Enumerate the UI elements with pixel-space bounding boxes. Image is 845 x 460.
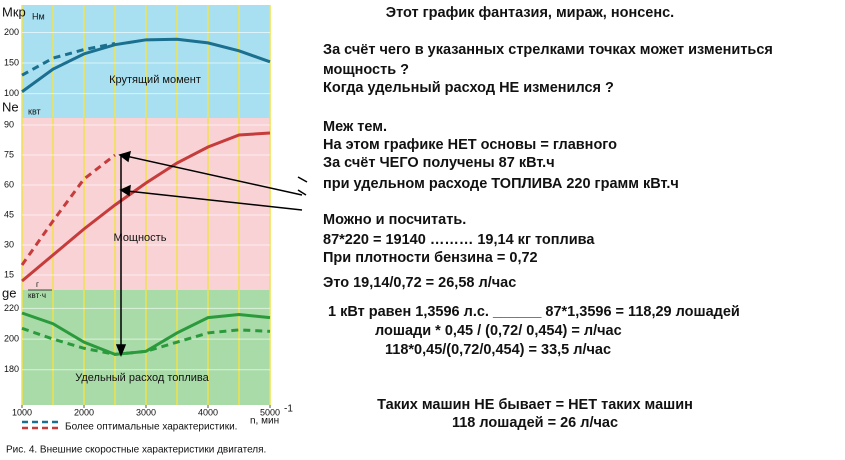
x-tick-label: 2000	[74, 407, 94, 417]
note-line: мощность ?	[323, 62, 409, 78]
note-line: Это 19,14/0,72 = 26,58 л/час	[323, 275, 516, 291]
y-axis-unit: квт	[28, 106, 41, 116]
y-axis-label: Мкр	[2, 4, 26, 19]
legend-text: Более оптимальные характеристики.	[65, 422, 237, 433]
note-line: 118*0,45/(0,72/0,454) = 33,5 л/час	[385, 342, 611, 358]
arrowhead	[119, 184, 131, 197]
panel-label: Крутящий момент	[109, 74, 201, 86]
y-axis-unit: г	[36, 280, 39, 289]
y-tick-label: 200	[4, 27, 19, 37]
mark	[297, 189, 307, 196]
x-tick-label: 5000	[260, 407, 280, 417]
y-axis-label: Ne	[2, 99, 19, 114]
y-tick-label: 90	[4, 119, 14, 129]
x-axis-label-sup: -1	[284, 404, 293, 415]
y-tick-label: 200	[4, 333, 19, 343]
x-tick-label: 1000	[12, 407, 32, 417]
plot: 100 150 200 Мкр Нм Крутящий момент 15 30 45 60 75 9…	[2, 4, 293, 430]
caption: Рис. 4. Внешние скоростные характеристик…	[6, 445, 266, 456]
y-axis-label: ge	[2, 285, 16, 300]
y-tick-label: 180	[4, 364, 19, 374]
arrowhead	[115, 344, 127, 358]
mark	[297, 176, 308, 183]
note-footer: Таких машин НЕ бывает = НЕТ таких машин	[377, 397, 693, 413]
note-line: при удельном расходе ТОПЛИВА 220 грамм к…	[323, 176, 679, 192]
series-line	[20, 153, 116, 266]
note-line: 87*220 = 19140 ……… 19,14 кг топлива	[323, 232, 595, 248]
panel-label: Удельный расход топлива	[75, 372, 209, 384]
note-line: Меж тем.	[323, 119, 387, 135]
y-tick-label: 220	[4, 303, 19, 313]
note-footer: 118 лошадей = 26 л/час	[452, 415, 618, 431]
y-tick-label: 45	[4, 209, 14, 219]
panel-label: Мощность	[114, 232, 167, 244]
note-line: За счёт чего в указанных стрелками точка…	[323, 42, 773, 58]
arrow	[126, 190, 303, 211]
series-line	[21, 37, 271, 93]
note-line: лошади * 0,45 / (0,72/ 0,454) = л/час	[375, 323, 622, 339]
arrow	[125, 155, 303, 196]
annotation-arrows	[115, 150, 308, 358]
y-tick-label: 60	[4, 179, 14, 189]
arrowhead	[118, 150, 132, 163]
y-axis-unit: квт·ч	[28, 291, 46, 300]
y-tick-label: 30	[4, 239, 14, 249]
note-line: При плотности бензина = 0,72	[323, 250, 538, 266]
y-tick-label: 75	[4, 149, 14, 159]
x-tick-label: 4000	[198, 407, 218, 417]
x-tick-label: 3000	[136, 407, 156, 417]
y-tick-label: 150	[4, 57, 19, 67]
notes: За счёт чего в указанных стрелками точка…	[323, 42, 773, 431]
x-axis-label: n, мин	[250, 416, 279, 427]
plot-background	[21, 5, 271, 405]
note-line: Можно и посчитать.	[323, 212, 466, 228]
notes-title: Этот график фантазия, мираж, нонсенс.	[386, 5, 674, 21]
y-tick-label: 100	[4, 88, 19, 98]
series-line	[21, 131, 271, 283]
series-line	[21, 311, 271, 356]
note-line: Когда удельный расход НЕ изменился ?	[323, 80, 614, 96]
note-line: 1 кВт равен 1,3596 л.с. ______ 87*1,3596…	[328, 304, 740, 320]
series-line	[21, 42, 116, 77]
note-line: За счёт ЧЕГО получены 87 кВт.ч	[323, 155, 555, 171]
y-tick-label: 15	[4, 269, 14, 279]
note-line: На этом графике НЕТ основы = главного	[323, 137, 617, 153]
y-axis-unit: Нм	[32, 11, 45, 21]
